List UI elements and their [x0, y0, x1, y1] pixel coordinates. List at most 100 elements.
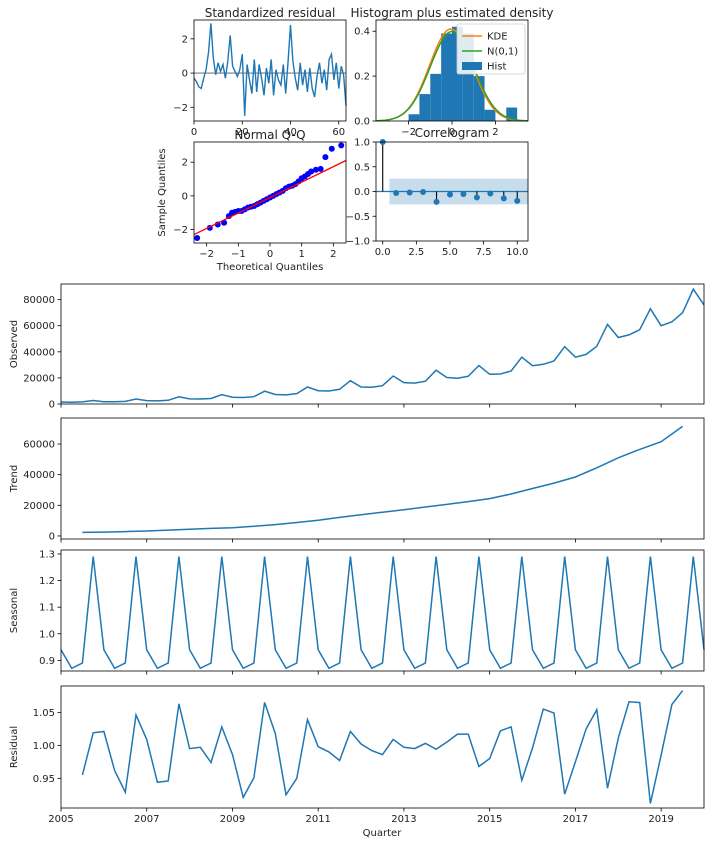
- y-tick-label: 0.5: [354, 162, 370, 173]
- y-tick-label: 0.4: [354, 27, 370, 38]
- qq-point: [328, 145, 335, 152]
- x-tick-label: 2.5: [408, 247, 424, 258]
- y-tick-label: −1.0: [346, 237, 370, 248]
- acf-marker: [514, 197, 521, 204]
- y-tick-label: 60000: [23, 440, 55, 451]
- x-tick-label: 0: [191, 127, 197, 138]
- x-tick-label: 0: [267, 249, 273, 260]
- legend-label: Hist: [487, 62, 507, 73]
- histogram-density-panel: −2 0 2 0.0 0.2 0.4 Histogram plus estimated de…: [351, 6, 554, 138]
- x-axis-label: Theoretical Quantiles: [216, 262, 324, 273]
- y-tick-label: −2: [173, 225, 188, 236]
- y-tick-label: 1.05: [33, 708, 55, 719]
- y-axis-label: Seasonal: [9, 588, 20, 633]
- axes-frame: [193, 19, 347, 122]
- legend-swatch: [462, 62, 482, 70]
- residual-line: [193, 23, 347, 116]
- y-tick-label: 0: [49, 531, 55, 542]
- acf-marker: [420, 188, 427, 195]
- acf-marker: [487, 190, 494, 197]
- panel-title: Correlogram: [415, 126, 490, 140]
- y-tick-label: 1.1: [39, 603, 55, 614]
- y-tick-label: 0.2: [354, 72, 370, 83]
- x-tick-label: 0: [449, 127, 455, 138]
- y-tick-label: 20000: [23, 501, 55, 512]
- hist-bar: [473, 76, 485, 121]
- x-tick-label: 2: [330, 249, 336, 260]
- correlogram-panel: 0.0 2.5 5.0 7.5 10.0 −1.0 −0.5 0.0 0.5 1.0 Correlo…: [346, 126, 529, 258]
- y-axis-label: Trend: [9, 465, 20, 493]
- x-tick-label: 2015: [477, 814, 502, 825]
- y-tick-label: 0: [49, 400, 55, 411]
- decomposition-panel-seasonal: 0.9 1.0 1.1 1.2 1.3 Seasonal: [9, 549, 705, 675]
- y-tick-label: −2: [173, 103, 188, 114]
- y-tick-label: 0.9: [39, 656, 55, 667]
- acf-marker: [433, 198, 440, 205]
- trend-line: [82, 425, 684, 534]
- y-axis-label: Residual: [9, 726, 20, 768]
- x-tick-label: 7.5: [476, 247, 492, 258]
- observed-line: [60, 287, 705, 403]
- x-tick-label: 2: [492, 127, 498, 138]
- decomposition-panel-trend: 0 20000 40000 60000 Trend: [9, 417, 705, 543]
- x-tick-label: 2013: [391, 814, 416, 825]
- qq-point: [322, 154, 329, 161]
- y-tick-label: 0.0: [354, 117, 370, 128]
- panel-title: Histogram plus estimated density: [351, 6, 554, 20]
- y-tick-label: 20000: [23, 373, 55, 384]
- acf-marker: [460, 190, 467, 197]
- qq-point: [317, 165, 324, 172]
- qq-point: [338, 142, 345, 149]
- decomposition-panel-residual: 2005 2007 2009 2011 2013 2015 2017 2019 0.95 1.00…: [9, 685, 705, 825]
- y-tick-label: 1.00: [33, 741, 55, 752]
- hist-bar: [441, 33, 452, 121]
- acf-marker: [406, 189, 413, 196]
- y-axis-label: Observed: [9, 320, 20, 368]
- y-tick-label: 0: [182, 191, 188, 202]
- reference-line: [193, 159, 347, 236]
- seasonal-line: [60, 556, 705, 670]
- axes-frame: [60, 685, 705, 809]
- y-tick-label: 1.0: [39, 629, 55, 640]
- y-tick-label: −0.5: [346, 212, 370, 223]
- x-tick-label: 2017: [563, 814, 588, 825]
- hist-bar: [430, 73, 442, 121]
- y-tick-label: 0.0: [354, 187, 370, 198]
- qq-point: [312, 166, 319, 173]
- x-tick-label: −1: [231, 249, 246, 260]
- y-tick-label: 2: [182, 158, 188, 169]
- qq-point: [308, 168, 315, 175]
- acf-marker: [473, 194, 480, 201]
- hist-bar: [506, 107, 518, 121]
- acf-marker: [393, 189, 400, 196]
- x-tick-label: 2011: [305, 814, 330, 825]
- x-tick-label: 5.0: [442, 247, 458, 258]
- y-tick-label: 60000: [23, 321, 55, 332]
- x-tick-label: 2007: [134, 814, 159, 825]
- x-axis-label: Quarter: [363, 828, 403, 839]
- y-tick-label: 2: [182, 34, 188, 45]
- decomposition-panel-observed: 0 20000 40000 60000 80000 Observed: [9, 283, 705, 411]
- panel-title: Normal Q-Q: [234, 128, 305, 142]
- standardized-residual-panel: 0 20 40 60 −2 0 2 Standardized residual: [173, 6, 347, 138]
- x-tick-label: 40: [284, 127, 297, 138]
- legend: KDE N(0,1) Hist: [456, 23, 526, 75]
- x-tick-label: 2019: [648, 814, 673, 825]
- hist-bar: [484, 109, 496, 121]
- hist-bar: [462, 33, 474, 121]
- y-axis-label: Sample Quantiles: [157, 148, 168, 236]
- y-tick-label: 1.3: [39, 549, 55, 560]
- x-tick-label: 0.0: [375, 247, 391, 258]
- y-tick-label: 1.2: [39, 576, 55, 587]
- acf-marker: [500, 195, 507, 202]
- y-tick-label: 0.95: [33, 774, 55, 785]
- x-tick-label: −2: [199, 249, 214, 260]
- x-tick-label: 60: [332, 127, 345, 138]
- normal-qq-panel: −2 −1 0 1 2 −2 0 2 Normal Q-Q Theoretical Quantil…: [157, 128, 347, 273]
- hist-bar: [408, 114, 420, 121]
- legend-label: N(0,1): [487, 47, 518, 58]
- x-tick-label: 2009: [220, 814, 245, 825]
- x-tick-label: 10.0: [506, 247, 528, 258]
- y-tick-label: 40000: [23, 470, 55, 481]
